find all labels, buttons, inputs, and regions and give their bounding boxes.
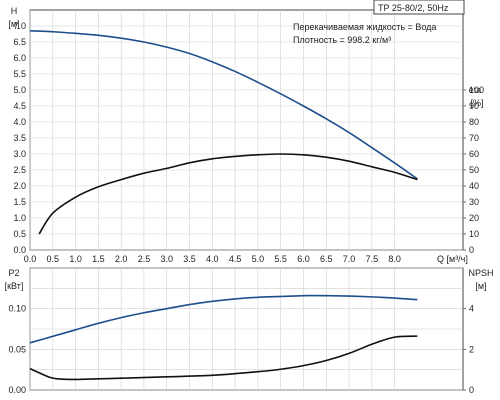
power-axis-unit: [кВт] xyxy=(5,281,24,291)
eta-tick-label: 0 xyxy=(469,245,474,255)
x-tick-label: 0.5 xyxy=(47,254,60,264)
power-axis-label: P2 xyxy=(8,268,19,278)
x-tick-label: 0.0 xyxy=(24,254,37,264)
bottom-grid xyxy=(29,267,463,391)
x-tick-label: 5.0 xyxy=(252,254,265,264)
x-tick-label: 1.0 xyxy=(69,254,82,264)
eta-axis-unit: [%] xyxy=(470,98,483,108)
eta-tick-label: 50 xyxy=(469,165,479,175)
eta-tick-label: 40 xyxy=(469,181,479,191)
eta-tick-label: 90 xyxy=(469,101,479,111)
eta-tick-label: 70 xyxy=(469,133,479,143)
x-tick-label: 6.0 xyxy=(297,254,310,264)
top-y-tick-labels: 0.0 0.5 1.0 1.5 2.0 2.5 3.0 3.5 4.0 4.5 5.0 5.5 6.0 6… xyxy=(13,21,26,255)
head-tick-label: 2.0 xyxy=(13,181,26,191)
head-tick-label: 4.5 xyxy=(13,101,26,111)
bottom-series-group xyxy=(29,294,418,381)
top-right-tick-labels: 0 10 20 30 40 50 60 70 80 90 100 xyxy=(463,85,484,255)
efficiency-curve xyxy=(38,153,418,235)
head-tick-label: 5.5 xyxy=(13,69,26,79)
head-curve xyxy=(29,30,418,180)
title-box xyxy=(373,0,465,15)
head-efficiency-chart: 0.0 0.5 1.0 1.5 2.0 2.5 3.0 3.5 4.0 4.5 5.0 5.5 6.0 6… xyxy=(8,0,484,264)
head-tick-label: 2.5 xyxy=(13,165,26,175)
head-tick-label: 3.0 xyxy=(13,149,26,159)
head-tick-label: 1.5 xyxy=(13,197,26,207)
power-tick-label: 0.00 xyxy=(8,385,26,395)
power-tick-label: 0.10 xyxy=(8,304,26,314)
npsh-curve xyxy=(29,335,418,381)
power-tick-label: 0.05 xyxy=(8,344,26,354)
head-tick-label: 7.0 xyxy=(13,21,26,31)
top-series-group xyxy=(29,30,418,235)
npsh-tick-label: 0 xyxy=(469,385,474,395)
x-tick-label: 7.5 xyxy=(366,254,379,264)
eta-tick-label: 20 xyxy=(469,213,479,223)
x-tick-label: 5.5 xyxy=(274,254,287,264)
eta-tick-label: 100 xyxy=(469,85,484,95)
eta-tick-label: 30 xyxy=(469,197,479,207)
head-axis-label: H xyxy=(11,6,18,16)
npsh-axis-unit: [м] xyxy=(475,281,486,291)
npsh-tick-label: 4 xyxy=(469,304,474,314)
head-tick-label: 0.0 xyxy=(13,245,26,255)
x-tick-label: 7.0 xyxy=(343,254,356,264)
head-tick-label: 3.5 xyxy=(13,133,26,143)
head-axis-unit: [м] xyxy=(8,19,19,29)
x-tick-label: 4.0 xyxy=(206,254,219,264)
power-npsh-chart: 0.00 0.05 0.10 0 2 4 P2 [кВт] NPSH [м] xyxy=(5,267,494,395)
head-tick-label: 5.0 xyxy=(13,85,26,95)
top-x-tick-labels: 0.0 0.5 1.0 1.5 2.0 2.5 3.0 3.5 4.0 4.5 5.0 5.5 6.0 6… xyxy=(24,254,401,264)
npsh-axis-label: NPSH xyxy=(468,268,493,278)
npsh-tick-label: 2 xyxy=(469,344,474,354)
head-tick-label: 6.0 xyxy=(13,53,26,63)
eta-axis-label: eta xyxy=(469,85,482,95)
eta-tick-label: 10 xyxy=(469,229,479,239)
head-tick-label: 6.5 xyxy=(13,37,26,47)
x-tick-label: 2.0 xyxy=(115,254,128,264)
fluid-info: Перекачиваемая жидкость = Вода xyxy=(293,22,436,32)
x-tick-label: 3.5 xyxy=(183,254,196,264)
x-tick-label: 3.0 xyxy=(160,254,173,264)
chart-title: TP 25-80/2, 50Hz xyxy=(378,3,449,13)
x-tick-label: 4.5 xyxy=(229,254,242,264)
eta-tick-label: 80 xyxy=(469,117,479,127)
bottom-y-tick-labels: 0.00 0.05 0.10 xyxy=(8,304,26,395)
x-tick-label: 6.5 xyxy=(320,254,333,264)
x-tick-label: 1.5 xyxy=(92,254,105,264)
head-tick-label: 0.5 xyxy=(13,229,26,239)
head-tick-label: 1.0 xyxy=(13,213,26,223)
x-tick-label: 8.0 xyxy=(388,254,401,264)
x-tick-label: 2.5 xyxy=(138,254,151,264)
flow-axis-label: Q [м³/ч] xyxy=(437,254,468,264)
head-tick-label: 4.0 xyxy=(13,117,26,127)
top-plot-area xyxy=(29,9,464,251)
density-info: Плотность = 998.2 кг/м³ xyxy=(293,35,391,45)
power-curve xyxy=(29,294,418,344)
bottom-right-tick-labels: 0 2 4 xyxy=(463,304,474,395)
top-grid xyxy=(29,10,463,251)
eta-tick-label: 60 xyxy=(469,149,479,159)
